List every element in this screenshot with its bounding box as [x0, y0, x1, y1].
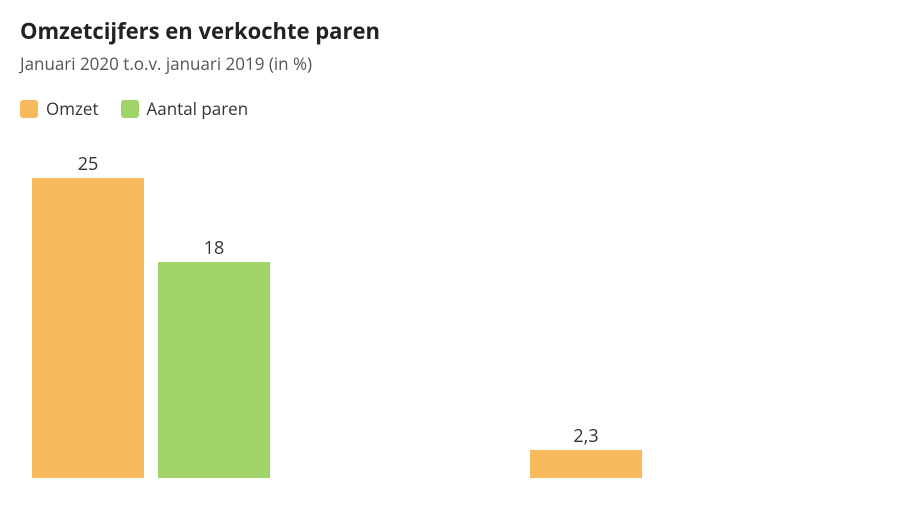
bar-label: 18 — [158, 236, 270, 260]
legend-label-omzet: Omzet — [46, 97, 99, 120]
legend: Omzet Aantal paren — [20, 97, 880, 120]
chart-container: Omzetcijfers en verkochte paren Januari … — [0, 0, 900, 507]
chart-plot-area: 25182,3 — [20, 148, 880, 478]
legend-item-aantal-paren: Aantal paren — [121, 97, 249, 120]
bar-label: 2,3 — [530, 424, 642, 448]
legend-swatch-omzet — [20, 100, 38, 118]
chart-title: Omzetcijfers en verkochte paren — [20, 16, 880, 46]
legend-swatch-aantal-paren — [121, 100, 139, 118]
bar-omzet: 25 — [32, 178, 144, 478]
chart-subtitle: Januari 2020 t.o.v. januari 2019 (in %) — [20, 52, 880, 75]
legend-label-aantal-paren: Aantal paren — [147, 97, 249, 120]
legend-item-omzet: Omzet — [20, 97, 99, 120]
bar-omzet: 2,3 — [530, 450, 642, 478]
bar-aantal-paren: 18 — [158, 262, 270, 478]
bar-label: 25 — [32, 152, 144, 176]
